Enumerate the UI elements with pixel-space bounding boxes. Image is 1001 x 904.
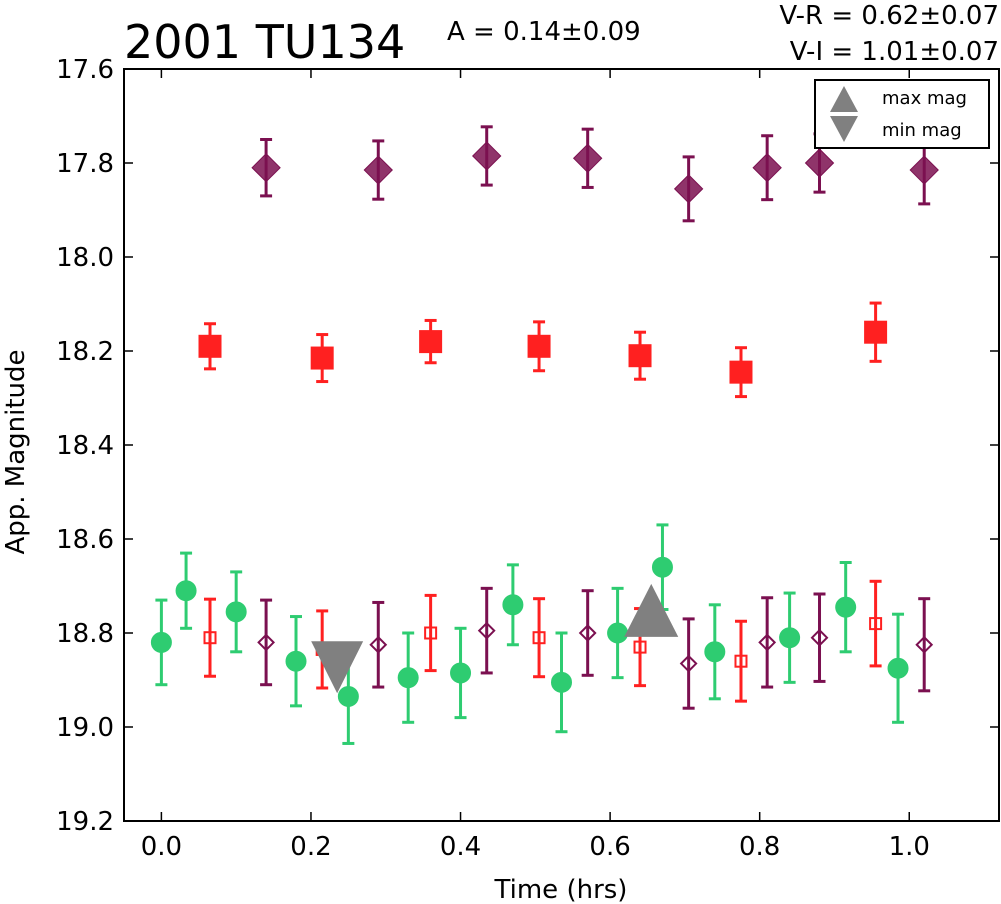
data-point xyxy=(758,633,777,652)
legend-max-mag-marker xyxy=(830,86,858,112)
v-r-color-label: V-R = 0.62±0.07 xyxy=(779,1,999,31)
data-point xyxy=(673,174,704,204)
data-point xyxy=(363,155,393,185)
x-tick-label: 0.8 xyxy=(739,832,780,862)
axes-frame xyxy=(123,68,1000,822)
data-point xyxy=(578,624,597,642)
data-point xyxy=(810,628,829,647)
data-point xyxy=(502,594,524,616)
data-point xyxy=(532,631,546,645)
data-point xyxy=(869,617,883,631)
legend-label-min-mag: min mag xyxy=(882,120,962,141)
series-diamond-open xyxy=(257,586,934,710)
data-point xyxy=(704,641,726,663)
data-point xyxy=(369,635,388,654)
x-axis-label: Time (hrs) xyxy=(494,875,628,904)
data-point xyxy=(864,320,888,344)
data-point xyxy=(337,685,359,707)
data-point xyxy=(572,143,603,174)
data-point xyxy=(551,671,572,693)
series-circle-filled xyxy=(150,523,909,745)
v-i-color-label: V-I = 1.01±0.07 xyxy=(790,37,999,67)
x-tick-label: 0.2 xyxy=(290,832,331,862)
x-tick-label: 1.0 xyxy=(889,832,930,862)
data-point xyxy=(679,654,698,673)
data-marks xyxy=(150,125,939,745)
data-point xyxy=(909,155,939,185)
amplitude-label: A = 0.14±0.09 xyxy=(447,17,641,47)
axis-ticks: 0.0 0.2 0.4 0.6 0.8 1.0 17.6 17.8 18.0 18.2 18.4 18… xyxy=(56,55,999,862)
data-point xyxy=(729,360,753,384)
max-mag-marker xyxy=(624,583,679,637)
data-point xyxy=(633,640,647,654)
data-point xyxy=(477,621,496,640)
min-mag-marker xyxy=(311,641,364,694)
data-point xyxy=(175,580,197,602)
data-point xyxy=(397,667,419,689)
data-point xyxy=(607,622,629,644)
data-point xyxy=(419,330,443,354)
y-tick-label: 19.0 xyxy=(56,713,114,743)
object-name-title: 2001 TU134 xyxy=(124,15,405,69)
y-tick-label: 18.6 xyxy=(56,525,114,555)
data-point xyxy=(835,596,857,618)
series-triangle-up-filled xyxy=(624,583,679,637)
x-tick-label: 0.0 xyxy=(141,832,182,862)
data-point xyxy=(734,654,748,668)
y-tick-label: 17.6 xyxy=(56,55,114,85)
y-tick-label: 18.2 xyxy=(56,337,114,367)
y-tick-label: 19.2 xyxy=(56,807,114,837)
data-point xyxy=(779,627,801,649)
data-point xyxy=(198,334,222,358)
y-tick-label: 17.8 xyxy=(56,149,114,179)
legend-min-mag-marker xyxy=(830,116,858,142)
data-point xyxy=(915,635,934,654)
data-point xyxy=(251,152,281,183)
data-point xyxy=(225,601,247,623)
data-point xyxy=(527,334,551,358)
data-point xyxy=(651,556,673,578)
data-point xyxy=(628,344,652,368)
series-triangle-down-filled xyxy=(311,641,364,694)
data-point xyxy=(450,662,472,684)
series-square-filled xyxy=(198,301,888,399)
data-point xyxy=(472,141,502,171)
series-diamond-filled xyxy=(251,125,939,223)
data-point xyxy=(887,657,909,679)
data-point xyxy=(310,346,334,370)
data-point xyxy=(150,631,172,653)
y-tick-label: 18.4 xyxy=(56,431,114,461)
data-point xyxy=(424,626,438,640)
data-point xyxy=(257,633,276,652)
data-point xyxy=(804,148,835,178)
data-point xyxy=(285,650,307,672)
legend-label-max-mag: max mag xyxy=(882,88,967,109)
legend: max mag min mag xyxy=(814,79,990,149)
x-tick-label: 0.6 xyxy=(589,832,630,862)
data-point xyxy=(203,631,217,645)
x-tick-label: 0.4 xyxy=(440,832,481,862)
y-tick-label: 18.8 xyxy=(56,619,114,649)
data-point xyxy=(752,152,782,183)
y-tick-label: 18.0 xyxy=(56,243,114,273)
y-axis-label: App. Magnitude xyxy=(1,349,31,554)
